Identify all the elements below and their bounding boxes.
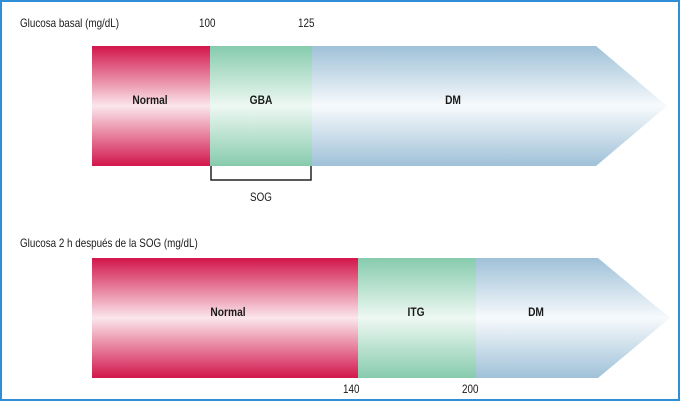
segment-normal-2h xyxy=(92,258,358,378)
segment-itg xyxy=(358,258,476,378)
section1-tick-125: 125 xyxy=(298,16,315,30)
section2-tick-140: 140 xyxy=(343,382,360,396)
sog-bracket xyxy=(210,166,312,181)
section1-tick-100: 100 xyxy=(199,16,216,30)
label-gba: GBA xyxy=(249,93,273,107)
label-normal-2h: Normal xyxy=(210,305,246,319)
label-dm-2h: DM xyxy=(528,305,544,319)
segment-normal-basal xyxy=(92,46,210,166)
label-normal-basal: Normal xyxy=(132,93,168,107)
section2-tick-200: 200 xyxy=(462,382,479,396)
sog-bracket-label: SOG xyxy=(250,190,272,204)
segment-dm-basal xyxy=(312,46,667,166)
label-itg: ITG xyxy=(407,305,425,319)
section2-title: Glucosa 2 h después de la SOG (mg/dL) xyxy=(20,236,198,250)
label-dm-basal: DM xyxy=(445,93,461,107)
segment-dm-2h xyxy=(476,258,670,378)
section1-title: Glucosa basal (mg/dL) xyxy=(20,16,120,30)
segment-gba xyxy=(210,46,312,166)
